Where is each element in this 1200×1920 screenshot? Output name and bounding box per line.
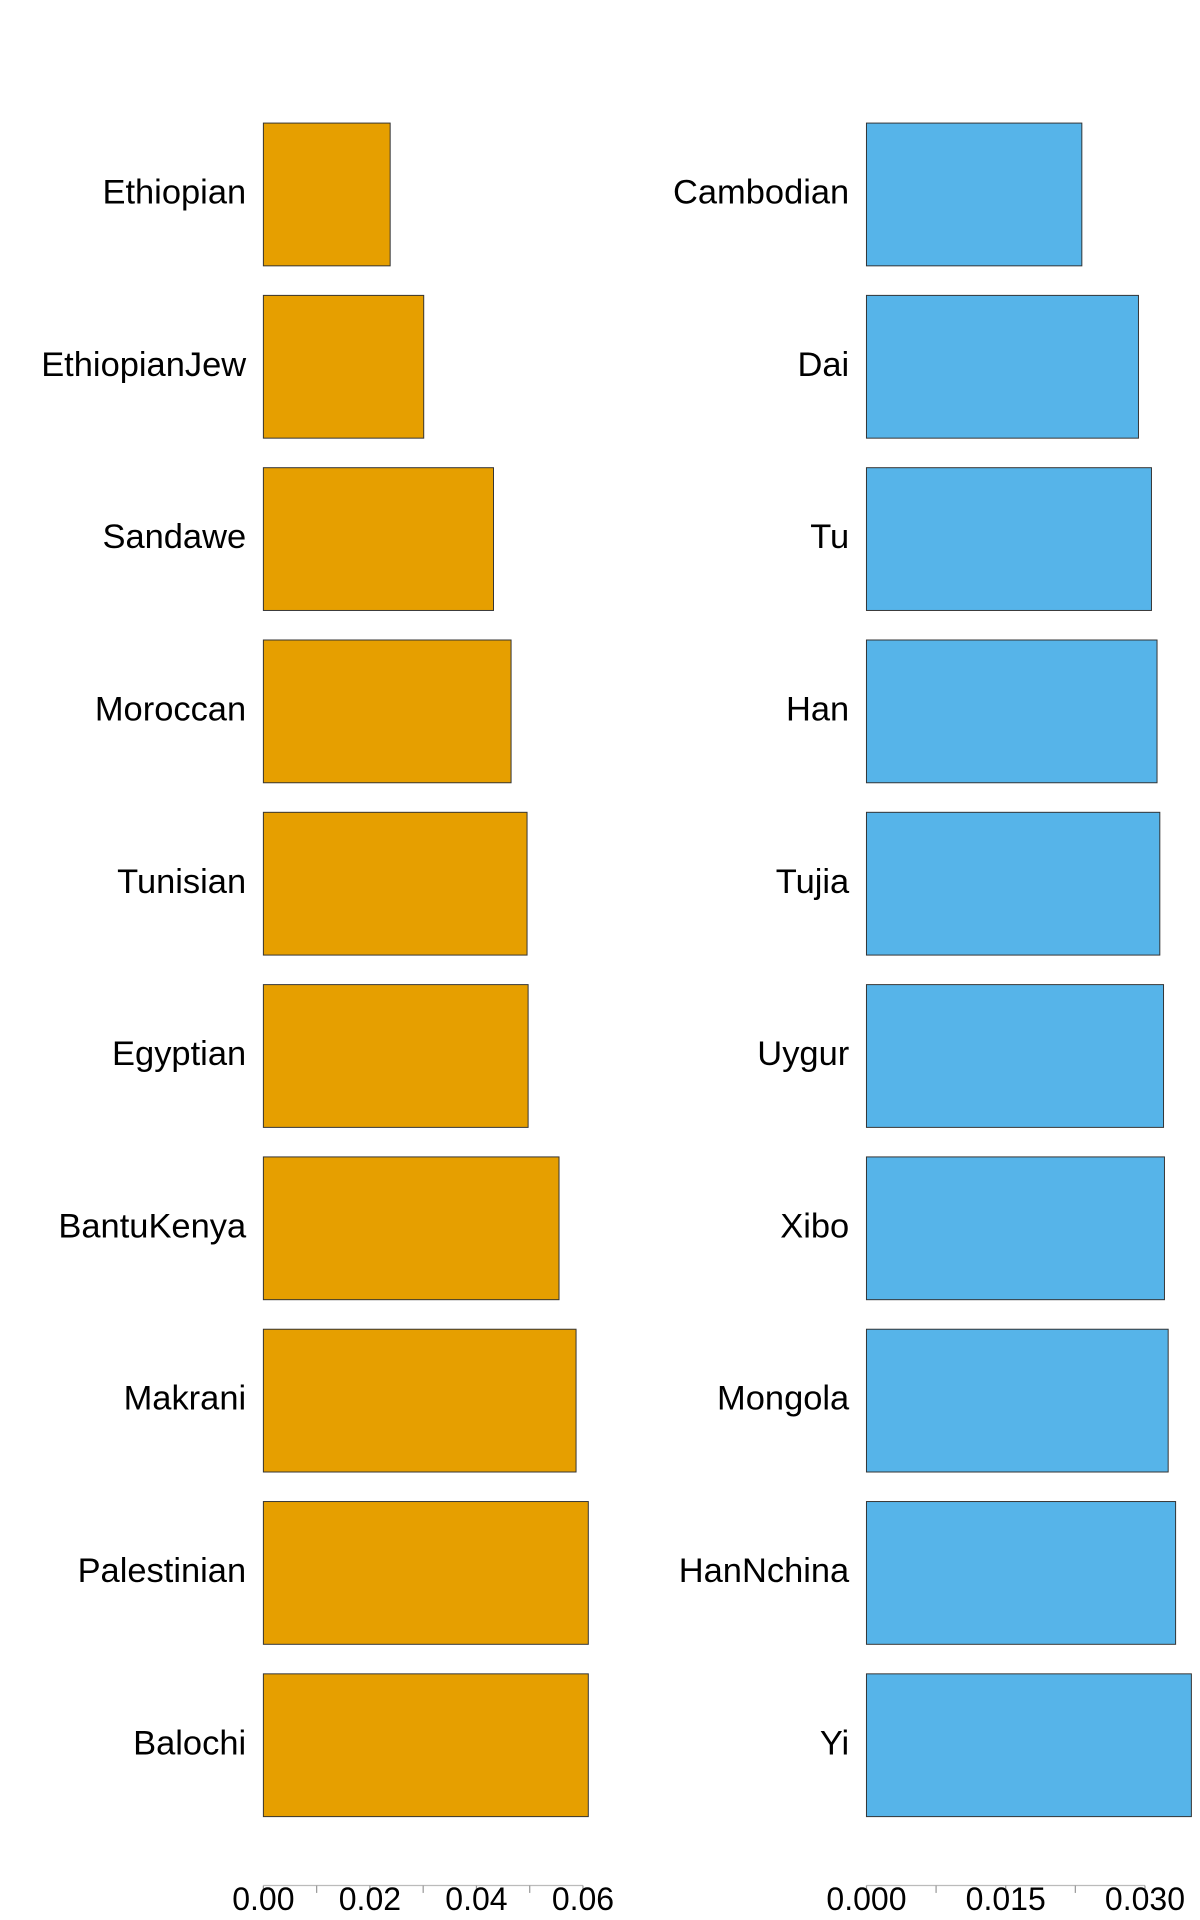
bar [865, 1673, 1192, 1818]
bar [865, 122, 1083, 267]
category-label: Xibo [780, 1207, 849, 1245]
x-tick-label: 0.030 [1105, 1881, 1185, 1917]
category-label: Tujia [776, 863, 850, 901]
category-label: Han [786, 690, 849, 728]
bar [865, 639, 1158, 784]
bar [262, 984, 529, 1128]
bar [865, 1156, 1165, 1301]
bar [865, 984, 1165, 1128]
bar [262, 1673, 589, 1818]
x-tick-label: 0.000 [826, 1881, 906, 1917]
category-label: BantuKenya [58, 1207, 247, 1245]
category-label: Cambodian [673, 174, 849, 212]
bar [865, 811, 1161, 956]
bar [262, 1156, 560, 1301]
bar [865, 467, 1152, 611]
x-tick-label: 0.04 [445, 1881, 507, 1917]
category-label: Dai [798, 346, 850, 384]
category-label: Balochi [133, 1724, 246, 1762]
bar [865, 294, 1139, 439]
category-label: Moroccan [95, 690, 246, 728]
bar [262, 122, 391, 267]
bar [262, 1328, 577, 1473]
category-label: Tu [810, 518, 849, 556]
category-label: Mongola [717, 1380, 850, 1418]
category-label: Makrani [124, 1380, 247, 1418]
bar [262, 294, 425, 439]
category-label: Ethiopian [102, 174, 246, 212]
x-tick-label: 0.015 [966, 1881, 1046, 1917]
category-label: Egyptian [112, 1035, 246, 1073]
bar [865, 1501, 1177, 1645]
bar [262, 1501, 589, 1645]
category-label: Palestinian [78, 1552, 247, 1590]
x-tick-label: 0.00 [232, 1881, 294, 1917]
bar [865, 1328, 1169, 1473]
category-label: Uygur [757, 1035, 849, 1073]
x-tick-label: 0.06 [552, 1881, 614, 1917]
category-label: EthiopianJew [41, 346, 246, 384]
bar [262, 467, 494, 611]
x-tick-label: 0.02 [339, 1881, 401, 1917]
category-label: Sandawe [102, 518, 246, 556]
bar [262, 811, 528, 956]
category-label: HanNchina [679, 1552, 850, 1590]
category-label: Yi [820, 1724, 849, 1762]
bar [262, 639, 512, 784]
category-label: Tunisian [117, 863, 246, 901]
